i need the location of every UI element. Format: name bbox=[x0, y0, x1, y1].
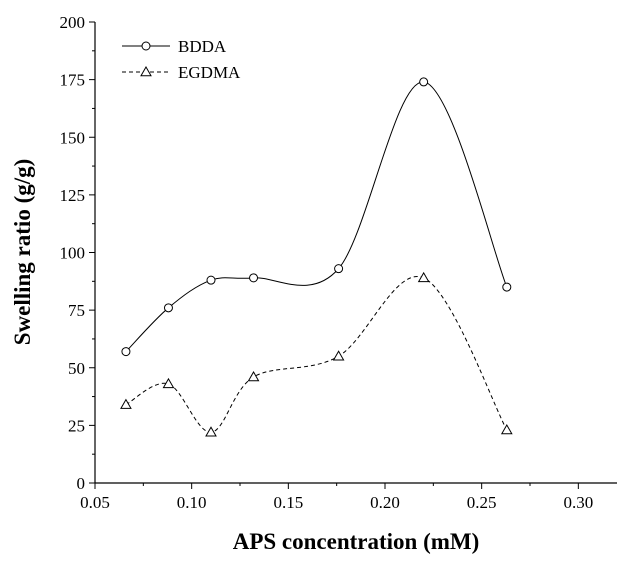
legend: BDDA EGDMA bbox=[122, 37, 241, 82]
data-point-egdma bbox=[205, 426, 217, 437]
y-tick-label: 100 bbox=[60, 244, 86, 263]
data-point-bdda bbox=[206, 275, 216, 285]
data-point-bdda bbox=[121, 347, 131, 357]
y-tick-label: 125 bbox=[60, 186, 86, 205]
x-tick-label: 0.10 bbox=[177, 493, 207, 512]
y-tick-label: 200 bbox=[60, 13, 86, 32]
data-point-egdma bbox=[162, 377, 175, 389]
series-line-egdma bbox=[125, 276, 508, 433]
data-point-bdda bbox=[419, 77, 429, 87]
series-line-bdda bbox=[125, 81, 508, 352]
x-tick-label: 0.25 bbox=[467, 493, 497, 512]
data-point-egdma bbox=[120, 398, 132, 409]
ticks: 0 25 50 75 100 125 150 175 200 0.05 0.10 0.15 0.20 0.… bbox=[60, 13, 594, 512]
x-tick-label: 0.05 bbox=[80, 493, 110, 512]
y-tick-label: 50 bbox=[68, 359, 85, 378]
y-tick-label: 150 bbox=[60, 128, 86, 147]
data-point-bdda bbox=[334, 264, 344, 274]
legend-marker-egdma bbox=[140, 65, 152, 77]
x-tick-label: 0.20 bbox=[370, 493, 400, 512]
data-point-bdda bbox=[163, 303, 173, 313]
y-tick-label: 0 bbox=[77, 474, 86, 493]
y-tick-label: 25 bbox=[68, 416, 85, 435]
series-layer bbox=[120, 77, 513, 437]
data-point-egdma bbox=[417, 271, 430, 283]
y-tick-label: 75 bbox=[68, 301, 85, 320]
y-axis-title: Swelling ratio (g/g) bbox=[10, 159, 35, 346]
axes bbox=[94, 22, 617, 484]
x-tick-label: 0.15 bbox=[273, 493, 303, 512]
legend-label-bdda: BDDA bbox=[178, 37, 227, 56]
legend-label-egdma: EGDMA bbox=[178, 63, 241, 82]
data-point-bdda bbox=[249, 273, 259, 283]
x-tick-label: 0.30 bbox=[563, 493, 593, 512]
y-tick-label: 175 bbox=[60, 71, 86, 90]
x-axis-title: APS concentration (mM) bbox=[233, 529, 480, 554]
legend-marker-bdda bbox=[141, 41, 151, 51]
data-point-egdma bbox=[332, 350, 345, 361]
data-point-bdda bbox=[502, 282, 512, 292]
data-point-egdma bbox=[247, 370, 260, 382]
data-point-egdma bbox=[500, 423, 513, 435]
